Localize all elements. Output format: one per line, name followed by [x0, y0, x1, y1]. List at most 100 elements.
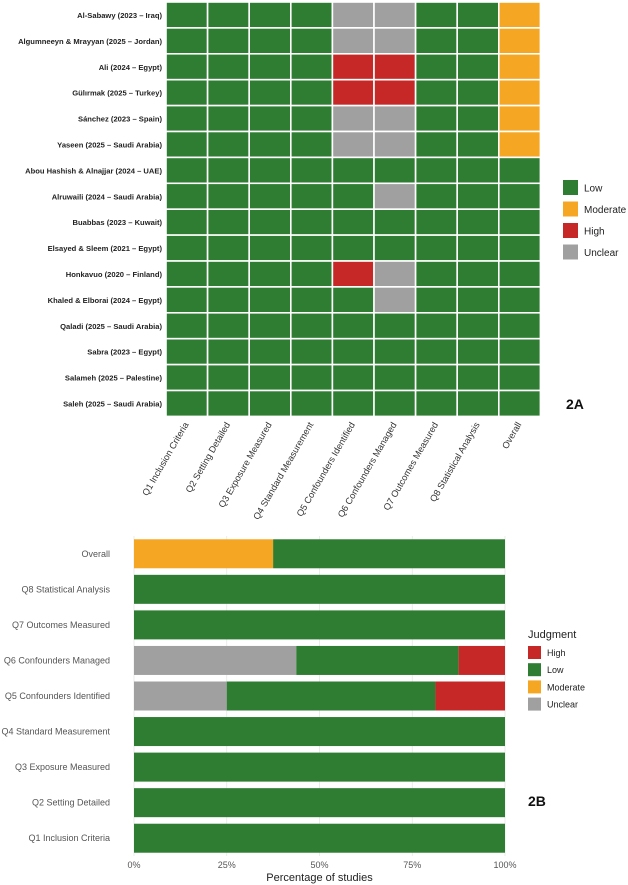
bar-category-label-q8-statistical-analysis: Q8 Statistical Analysis: [21, 584, 110, 594]
heatmap-row-label-gul-rmak-2025-turkey: Gülırmak (2025 – Turkey): [72, 89, 162, 98]
heatmap-row-label-saleh-2025-saudi-arabia: Saleh (2025 – Saudi Arabia): [63, 399, 162, 408]
heatmap-legend-swatch-low: [563, 180, 578, 195]
heatmap-cell-10-4: [289, 234, 334, 262]
heatmap-legend-swatch-unclear: [563, 244, 578, 260]
heatmap-row-label-buabbas-2023-kuwait: Buabbas (2023 – Kuwait): [73, 218, 163, 227]
bar-category-label-overall: Overall: [81, 549, 110, 559]
bar-x-tick-label-100: 100%: [493, 860, 516, 870]
bar-x-tick-label-25: 25%: [218, 860, 236, 870]
bar-category-label-q6-confounders-managed: Q6 Confounders Managed: [4, 655, 110, 665]
heatmap-cell-12-9: [497, 286, 542, 314]
heatmap-cell-5-4: [289, 104, 334, 133]
heatmap-cell-1-9: [497, 1, 542, 29]
heatmap-cell-12-2: [206, 286, 251, 314]
heatmap-cell-10-3: [248, 234, 292, 262]
heatmap-cell-9-5: [331, 208, 375, 236]
heatmap-cell-12-6: [373, 286, 417, 314]
bar-segment-q6-confounders-managed-low: [296, 645, 459, 675]
bar-legend-swatch-low: [528, 663, 541, 677]
bar-segment-q3-exposure-measured-low: [134, 752, 505, 782]
bar-category-label-q1-inclusion-criteria: Q1 Inclusion Criteria: [28, 833, 110, 843]
heatmap-cell-3-6: [373, 52, 417, 81]
heatmap-cell-15-6: [373, 363, 417, 392]
heatmap-cell-13-5: [331, 311, 375, 340]
heatmap-legend-label-low: Low: [584, 184, 603, 195]
heatmap-cell-16-3: [248, 389, 292, 418]
bar-category-label-q4-standard-measurement: Q4 Standard Measurement: [1, 727, 110, 737]
heatmap-cell-16-2: [206, 389, 251, 418]
heatmap-cell-2-2: [206, 27, 251, 55]
heatmap-cell-13-2: [206, 311, 251, 340]
heatmap-cell-5-7: [414, 104, 459, 133]
heatmap-cell-9-8: [456, 208, 500, 236]
heatmap-cell-9-7: [414, 208, 459, 236]
panel-label-2b: 2B: [528, 793, 546, 809]
bar-legend-title: Judgment: [528, 629, 576, 641]
heatmap-row-label-abou-hashish-alnajjar-2024-uae: Abou Hashish & Alnajjar (2024 – UAE): [25, 166, 162, 175]
heatmap-cell-7-9: [497, 156, 542, 185]
heatmap-cell-14-3: [248, 337, 292, 366]
heatmap-cell-9-3: [248, 208, 292, 236]
heatmap-cell-3-5: [331, 52, 375, 81]
heatmap-row-label-algumneeyn-mrayyan-2025-jordan: Algumneeyn & Mrayyan (2025 – Jordan): [18, 37, 162, 46]
heatmap-cell-14-5: [331, 337, 375, 366]
heatmap-row-label-honkavuo-2020-finland: Honkavuo (2020 – Finland): [66, 270, 163, 279]
heatmap-cell-4-6: [373, 78, 417, 107]
heatmap-cell-4-8: [456, 78, 500, 107]
bar-category-label-q5-confounders-identified: Q5 Confounders Identified: [5, 691, 110, 701]
heatmap-cell-1-6: [373, 1, 417, 29]
panel-label-2a: 2A: [566, 396, 584, 412]
heatmap-cell-6-1: [165, 130, 209, 159]
heatmap-cell-5-3: [248, 104, 292, 133]
heatmap-cell-5-8: [456, 104, 500, 133]
heatmap-row-label-al-sabawy-2023-iraq: Al-Sabawy (2023 – Iraq): [77, 11, 162, 20]
heatmap-cell-16-9: [497, 389, 542, 418]
heatmap-cell-11-1: [165, 260, 209, 288]
heatmap-cell-14-4: [289, 337, 334, 366]
heatmap-cell-1-8: [456, 1, 500, 29]
heatmap-cell-13-4: [289, 311, 334, 340]
bar-segment-q7-outcomes-measured-low: [134, 610, 505, 640]
bar-legend-label-low: Low: [547, 665, 564, 675]
heatmap-cell-5-9: [497, 104, 542, 133]
heatmap-cell-7-8: [456, 156, 500, 185]
heatmap-row-label-qaladi-2025-saudi-arabia: Qaladi (2025 – Saudi Arabia): [60, 322, 162, 331]
heatmap-cell-2-9: [497, 27, 542, 55]
heatmap-cell-12-8: [456, 286, 500, 314]
heatmap-cell-14-2: [206, 337, 251, 366]
bar-segment-q4-standard-measurement-low: [134, 717, 505, 747]
heatmap-cell-14-6: [373, 337, 417, 366]
heatmap-cell-3-9: [497, 52, 542, 81]
heatmap-cell-16-6: [373, 389, 417, 418]
heatmap-cell-5-1: [165, 104, 209, 133]
heatmap-cell-9-2: [206, 208, 251, 236]
heatmap-cell-15-8: [456, 363, 500, 392]
heatmap-cell-7-3: [248, 156, 292, 185]
stacked-bar-panel-2b: 0% 25% 50% 75% 100% Overall Q8 Statistical Ana…: [1, 536, 585, 884]
heatmap-cell-1-4: [289, 1, 334, 29]
heatmap-cell-5-6: [373, 104, 417, 133]
heatmap-cell-12-3: [248, 286, 292, 314]
heatmap-cell-10-8: [456, 234, 500, 262]
heatmap-cell-12-7: [414, 286, 459, 314]
heatmap-cell-15-5: [331, 363, 375, 392]
bar-legend-label-moderate: Moderate: [547, 682, 585, 692]
heatmap-row-label-sanchez-2023-spain: Sánchez (2023 – Spain): [78, 115, 162, 124]
bar-segment-q6-confounders-managed-unclear: [134, 645, 297, 675]
heatmap-cell-8-4: [289, 182, 334, 211]
heatmap-cell-12-4: [289, 286, 334, 314]
heatmap-cell-10-1: [165, 234, 209, 262]
heatmap-column-label-q2-setting-detailed: Q2 Setting Detailed: [184, 420, 233, 494]
heatmap-cell-1-3: [248, 1, 292, 29]
heatmap-cell-10-7: [414, 234, 459, 262]
heatmap-cell-15-2: [206, 363, 251, 392]
heatmap-cell-14-7: [414, 337, 459, 366]
heatmap-cell-16-7: [414, 389, 459, 418]
heatmap-cell-11-7: [414, 260, 459, 288]
heatmap-cell-4-5: [331, 78, 375, 107]
heatmap-legend-label-unclear: Unclear: [584, 248, 619, 259]
bar-category-label-q3-exposure-measured: Q3 Exposure Measured: [15, 762, 110, 772]
bar-segment-q1-inclusion-criteria-low: [134, 823, 505, 853]
heatmap-row-label-salameh-2025-palestine: Salameh (2025 – Palestine): [65, 374, 163, 383]
